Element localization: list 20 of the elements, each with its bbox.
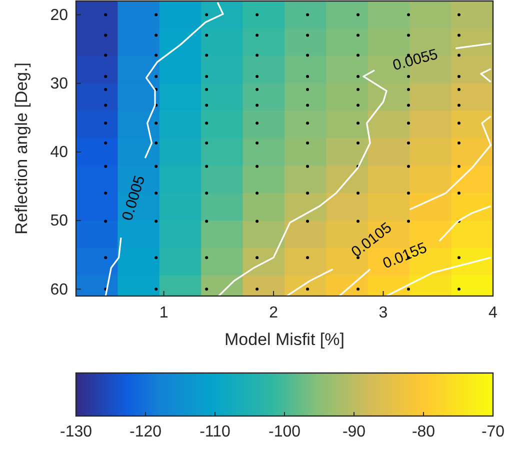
color-bar-label: -90 [342,423,366,440]
y-tick-label: 40 [50,144,68,162]
color-bar-label: -120 [129,423,162,440]
color-bar-label: -110 [200,423,231,440]
y-tick-label: 50 [50,212,68,230]
y-tick-label: 30 [50,75,68,92]
x-tick-label: 2 [269,304,278,322]
color-bar-label: -100 [268,423,301,440]
x-tick-label: 1 [159,304,168,322]
y-tick-label: 60 [50,281,68,298]
x-axis-title: Model Misfit [%] [224,330,344,349]
y-axis-title: Reflection angle [Deg.] [12,62,31,234]
text: 0.0005 [118,174,149,223]
y-tick-label: 20 [50,6,68,24]
color-bar-label: -130 [60,423,92,440]
text: 0.0055 [390,46,440,74]
x-tick-label: 4 [488,304,498,322]
color-bar-label: -70 [481,423,505,440]
x-tick-label: 3 [378,304,388,322]
color-bar-label: -80 [412,423,436,440]
